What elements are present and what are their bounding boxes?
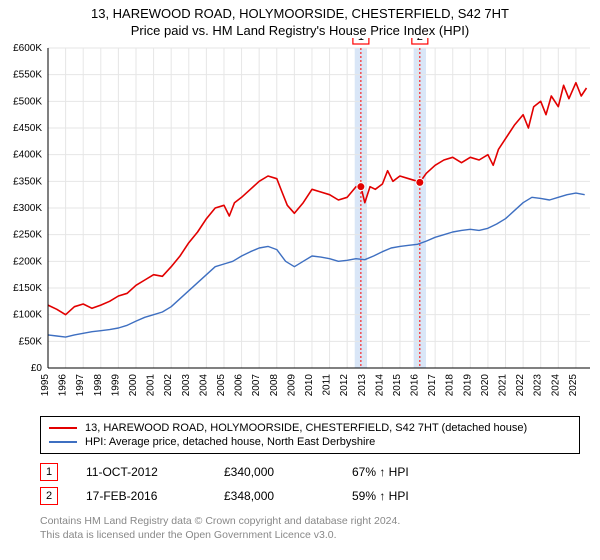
svg-text:2009: 2009 [286, 374, 297, 397]
svg-text:£250K: £250K [13, 230, 42, 241]
svg-text:1997: 1997 [75, 374, 86, 397]
sale-marker: 1 [40, 463, 58, 481]
svg-text:2011: 2011 [322, 374, 333, 396]
svg-text:1999: 1999 [110, 374, 121, 397]
footer-line-1: Contains HM Land Registry data © Crown c… [40, 514, 580, 528]
svg-text:2010: 2010 [304, 374, 315, 397]
sale-row: 2 17-FEB-2016 £348,000 59% ↑ HPI [40, 484, 580, 508]
svg-text:2019: 2019 [462, 374, 473, 397]
svg-text:2018: 2018 [445, 374, 456, 397]
sale-price: £340,000 [224, 465, 324, 479]
legend-label: HPI: Average price, detached house, Nort… [85, 436, 375, 448]
svg-text:2025: 2025 [568, 374, 579, 397]
svg-text:£500K: £500K [13, 96, 42, 107]
svg-text:£50K: £50K [19, 336, 43, 347]
legend-swatch [49, 427, 77, 429]
svg-text:£0: £0 [31, 363, 43, 374]
svg-text:£350K: £350K [13, 176, 42, 187]
sales-table: 1 11-OCT-2012 £340,000 67% ↑ HPI 2 17-FEB-201… [40, 460, 580, 508]
svg-text:£100K: £100K [13, 310, 42, 321]
svg-text:2: 2 [417, 38, 423, 43]
title-line-2: Price paid vs. HM Land Registry's House … [0, 23, 600, 38]
svg-text:2012: 2012 [339, 374, 350, 397]
svg-text:2022: 2022 [515, 374, 526, 397]
chart-area: £0 £50K £100K £150K £200K £250K £300K £350K £400… [0, 38, 600, 408]
svg-text:2015: 2015 [392, 374, 403, 397]
svg-text:2020: 2020 [480, 374, 491, 397]
sale-delta: 67% ↑ HPI [352, 465, 409, 479]
svg-text:£200K: £200K [13, 256, 42, 267]
svg-text:2005: 2005 [216, 374, 227, 397]
svg-text:2002: 2002 [163, 374, 174, 397]
svg-text:2000: 2000 [128, 374, 139, 397]
svg-text:2013: 2013 [357, 374, 368, 397]
svg-text:2023: 2023 [533, 374, 544, 397]
svg-text:2014: 2014 [374, 374, 385, 397]
svg-text:2021: 2021 [498, 374, 509, 397]
svg-text:2017: 2017 [427, 374, 438, 397]
svg-text:1996: 1996 [58, 374, 69, 397]
footer-line-2: This data is licensed under the Open Gov… [40, 528, 580, 542]
footer-attribution: Contains HM Land Registry data © Crown c… [40, 514, 580, 542]
legend-row: 13, HAREWOOD ROAD, HOLYMOORSIDE, CHESTER… [49, 421, 571, 435]
line-chart-svg: £0 £50K £100K £150K £200K £250K £300K £350K £400… [0, 38, 600, 408]
legend: 13, HAREWOOD ROAD, HOLYMOORSIDE, CHESTER… [40, 416, 580, 454]
svg-text:2001: 2001 [146, 374, 157, 397]
title-line-1: 13, HAREWOOD ROAD, HOLYMOORSIDE, CHESTER… [0, 6, 600, 21]
svg-text:1: 1 [358, 38, 364, 43]
svg-text:£300K: £300K [13, 203, 42, 214]
svg-text:£450K: £450K [13, 123, 42, 134]
svg-text:2008: 2008 [269, 374, 280, 397]
svg-text:£600K: £600K [13, 43, 42, 54]
sale-date: 17-FEB-2016 [86, 489, 196, 503]
svg-text:£150K: £150K [13, 283, 42, 294]
svg-text:£550K: £550K [13, 70, 42, 81]
legend-row: HPI: Average price, detached house, Nort… [49, 435, 571, 449]
sale-price: £348,000 [224, 489, 324, 503]
sale-date: 11-OCT-2012 [86, 465, 196, 479]
legend-swatch [49, 441, 77, 443]
sale-marker: 2 [40, 487, 58, 505]
svg-text:£400K: £400K [13, 150, 42, 161]
titles: 13, HAREWOOD ROAD, HOLYMOORSIDE, CHESTER… [0, 0, 600, 38]
svg-text:2016: 2016 [410, 374, 421, 397]
svg-text:2006: 2006 [234, 374, 245, 397]
svg-text:2004: 2004 [198, 374, 209, 397]
chart-container: 13, HAREWOOD ROAD, HOLYMOORSIDE, CHESTER… [0, 0, 600, 542]
svg-text:2003: 2003 [181, 374, 192, 397]
legend-label: 13, HAREWOOD ROAD, HOLYMOORSIDE, CHESTER… [85, 422, 527, 434]
svg-text:2007: 2007 [251, 374, 262, 397]
svg-text:2024: 2024 [550, 374, 561, 397]
svg-text:1998: 1998 [93, 374, 104, 397]
svg-text:1995: 1995 [40, 374, 51, 397]
sale-delta: 59% ↑ HPI [352, 489, 409, 503]
sale-row: 1 11-OCT-2012 £340,000 67% ↑ HPI [40, 460, 580, 484]
